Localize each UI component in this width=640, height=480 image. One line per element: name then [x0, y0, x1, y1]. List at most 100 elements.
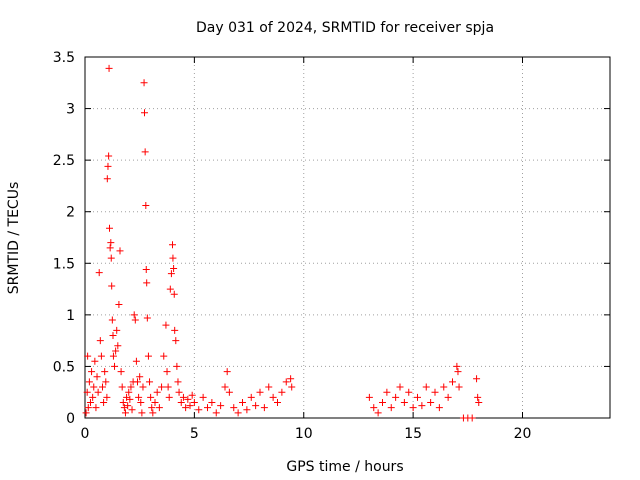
data-point — [204, 404, 211, 412]
data-point — [144, 352, 152, 360]
data-point — [119, 399, 127, 407]
data-point — [142, 265, 150, 273]
data-point — [274, 399, 281, 407]
data-points — [82, 64, 483, 422]
data-point — [431, 388, 439, 396]
data-point — [103, 175, 111, 183]
axis-ticks: 0 5 10 15 20 0 0.5 1 1.5 2 2.5 3 3.5 — [53, 50, 610, 442]
data-point — [135, 393, 143, 401]
data-point — [454, 368, 462, 376]
plot-frame — [84, 56, 611, 419]
data-point — [174, 378, 182, 386]
data-point — [109, 331, 117, 339]
data-point — [124, 402, 132, 410]
data-point — [94, 388, 102, 396]
data-point — [147, 393, 155, 401]
data-point — [427, 399, 435, 407]
data-point — [82, 409, 90, 417]
data-point — [93, 373, 101, 381]
data-point — [265, 383, 273, 391]
data-point — [84, 404, 92, 412]
data-point — [106, 224, 113, 232]
data-point — [134, 378, 141, 386]
y-tick-label: 1 — [66, 308, 75, 324]
data-point — [140, 79, 148, 87]
data-point — [230, 404, 238, 412]
data-point — [208, 399, 216, 407]
data-point — [132, 357, 140, 365]
data-point — [455, 383, 463, 391]
data-point — [288, 383, 296, 391]
data-point — [105, 152, 113, 160]
data-point — [107, 254, 115, 262]
data-point — [435, 404, 443, 412]
data-point — [148, 404, 156, 412]
data-point — [91, 357, 99, 365]
data-point — [256, 388, 264, 396]
data-point — [138, 409, 146, 417]
data-point — [212, 409, 220, 417]
data-point — [143, 314, 151, 322]
data-point — [163, 368, 171, 376]
data-point — [115, 301, 123, 309]
data-point — [186, 402, 194, 410]
data-point — [195, 406, 203, 414]
data-point — [175, 388, 183, 396]
data-point — [188, 391, 196, 399]
data-point — [84, 352, 92, 360]
data-point — [128, 406, 136, 414]
data-point — [162, 321, 170, 329]
data-point — [109, 352, 117, 360]
data-point — [108, 282, 116, 290]
x-tick-label: 20 — [514, 426, 532, 442]
data-point — [108, 316, 116, 324]
data-point — [102, 378, 110, 386]
data-point — [151, 399, 159, 407]
data-point — [473, 375, 481, 383]
data-point — [169, 254, 177, 262]
data-point — [107, 239, 115, 247]
data-point — [95, 269, 103, 277]
data-point — [365, 393, 373, 401]
data-point — [113, 326, 121, 334]
data-point — [105, 64, 113, 72]
data-point — [112, 347, 120, 355]
data-point — [155, 404, 163, 412]
data-point — [85, 378, 93, 386]
data-point — [400, 399, 408, 407]
data-point — [170, 264, 178, 272]
data-point — [131, 316, 139, 324]
data-point — [172, 337, 180, 345]
data-point — [146, 378, 154, 386]
data-point — [474, 393, 482, 401]
data-point — [142, 202, 150, 210]
data-point — [282, 378, 290, 386]
data-point — [182, 404, 190, 412]
data-point — [221, 383, 229, 391]
data-point — [106, 244, 114, 252]
data-point — [141, 109, 148, 117]
data-point — [387, 404, 395, 412]
x-tick-label: 0 — [81, 426, 90, 442]
data-point — [252, 402, 260, 410]
data-point — [92, 404, 100, 412]
data-point — [383, 388, 391, 396]
data-point — [121, 409, 129, 417]
data-point — [125, 388, 133, 396]
x-tick-label: 5 — [190, 426, 199, 442]
data-point — [101, 368, 109, 376]
data-point — [111, 362, 119, 370]
data-point — [374, 409, 382, 417]
data-point — [184, 395, 192, 403]
data-point — [392, 393, 400, 401]
data-point — [405, 388, 413, 396]
data-point — [179, 393, 187, 401]
data-point — [418, 402, 426, 410]
data-point — [166, 285, 174, 293]
x-axis-label: GPS time / hours — [286, 459, 403, 475]
data-point — [475, 399, 483, 407]
data-point — [143, 279, 151, 287]
y-axis-label: SRMTID / TECUs — [6, 182, 22, 295]
data-point — [370, 404, 378, 412]
